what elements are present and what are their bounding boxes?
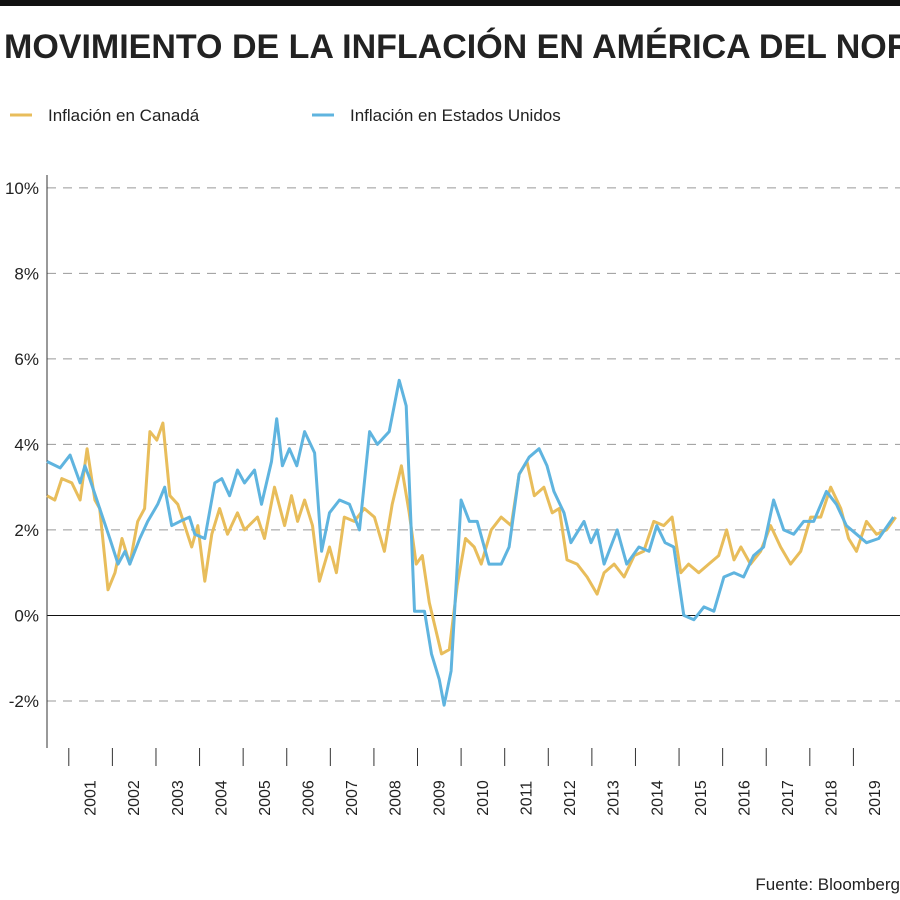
x-tick-label: 2017 [780, 780, 797, 816]
x-tick-label: 2011 [518, 781, 535, 816]
legend-label: Inflación en Canadá [48, 106, 200, 125]
y-tick-label: 0% [14, 606, 39, 625]
y-tick-label: -2% [9, 692, 39, 711]
x-tick-label: 2013 [606, 780, 623, 816]
x-tick-label: 2009 [431, 780, 448, 816]
x-tick-label: 2003 [170, 780, 187, 816]
x-tick-label: 2018 [824, 780, 841, 816]
series-line [46, 378, 895, 707]
x-tick-label: 2008 [388, 780, 405, 816]
top-bar [0, 0, 900, 6]
y-tick-label: 4% [14, 435, 39, 454]
x-tick-label: 2012 [562, 780, 579, 816]
y-tick-label: 10% [5, 179, 39, 198]
y-tick-label: 6% [14, 350, 39, 369]
series-line [46, 421, 897, 656]
x-tick-label: 2019 [867, 780, 884, 816]
source-note: Fuente: Bloomberg [755, 875, 900, 894]
x-tick-label: 2001 [83, 780, 100, 816]
y-tick-label: 2% [14, 521, 39, 540]
chart-title: MOVIMIENTO DE LA INFLACIÓN EN AMÉRICA DE… [4, 28, 900, 66]
y-tick-label: 8% [14, 264, 39, 283]
x-tick-label: 2016 [736, 780, 753, 816]
x-tick-label: 2015 [693, 780, 710, 816]
x-tick-label: 2010 [475, 780, 492, 816]
x-tick-label: 2007 [344, 780, 361, 816]
x-tick-label: 2005 [257, 780, 274, 816]
x-tick-label: 2014 [649, 780, 666, 816]
x-tick-label: 2002 [126, 780, 143, 816]
x-tick-label: 2004 [213, 780, 230, 816]
legend-label: Inflación en Estados Unidos [350, 106, 561, 125]
x-tick-label: 2006 [301, 780, 318, 816]
